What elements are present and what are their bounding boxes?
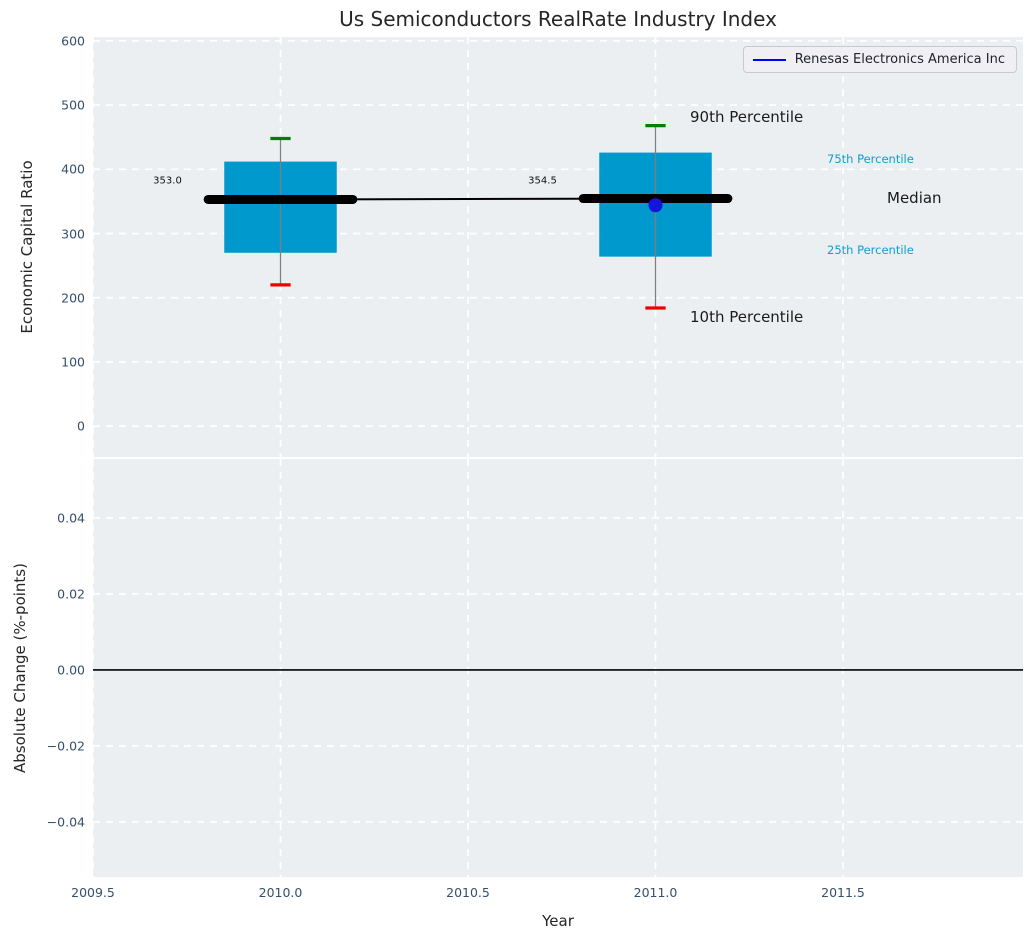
top-ytick-100: 100 xyxy=(5,354,85,369)
change-canvas xyxy=(93,459,1023,877)
x-axis-label: Year xyxy=(542,912,574,930)
top-axes-economic-capital-ratio: Renesas Electronics America Inc 353.0 354… xyxy=(93,37,1023,457)
annotation-10th-percentile: 10th Percentile xyxy=(690,308,803,326)
figure: Us Semiconductors RealRate Industry Inde… xyxy=(0,0,1034,942)
bottom-ytick-0.00: 0.00 xyxy=(5,662,85,677)
legend-label: Renesas Electronics America Inc xyxy=(795,52,1005,67)
legend: Renesas Electronics America Inc xyxy=(743,46,1017,73)
top-ytick-0: 0 xyxy=(5,419,85,434)
top-ytick-400: 400 xyxy=(5,162,85,177)
median-value-label-2011: 354.5 xyxy=(528,175,557,186)
bottom-axes-absolute-change xyxy=(93,459,1023,877)
bottom-ytick-−0.04: −0.04 xyxy=(5,814,85,829)
annotation-75th-percentile: 75th Percentile xyxy=(827,152,914,166)
company-data-point xyxy=(649,198,663,212)
annotation-25th-percentile: 25th Percentile xyxy=(827,243,914,257)
top-ytick-500: 500 xyxy=(5,98,85,113)
legend-line-swatch xyxy=(753,59,786,61)
annotation-median: Median xyxy=(887,189,942,207)
xtick-2009.5: 2009.5 xyxy=(71,885,115,900)
xtick-2010.0: 2010.0 xyxy=(259,885,303,900)
top-ytick-200: 200 xyxy=(5,290,85,305)
top-ytick-600: 600 xyxy=(5,33,85,48)
xtick-2011.0: 2011.0 xyxy=(634,885,678,900)
xtick-2011.5: 2011.5 xyxy=(821,885,865,900)
bottom-ytick-0.02: 0.02 xyxy=(5,586,85,601)
chart-title: Us Semiconductors RealRate Industry Inde… xyxy=(93,7,1023,31)
bottom-ytick-0.04: 0.04 xyxy=(5,510,85,525)
xtick-2010.5: 2010.5 xyxy=(446,885,490,900)
annotation-90th-percentile: 90th Percentile xyxy=(690,108,803,126)
bottom-ytick-−0.02: −0.02 xyxy=(5,738,85,753)
top-ytick-300: 300 xyxy=(5,226,85,241)
top-y-axis-label: Economic Capital Ratio xyxy=(18,160,36,333)
median-value-label-2010: 353.0 xyxy=(153,176,182,187)
